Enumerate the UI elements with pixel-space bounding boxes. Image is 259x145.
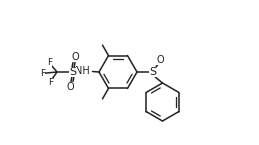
Text: O: O (67, 82, 74, 92)
Text: O: O (72, 52, 79, 62)
Text: F: F (47, 58, 52, 67)
Text: S: S (149, 67, 156, 77)
Text: S: S (69, 67, 77, 77)
Text: F: F (40, 69, 45, 78)
Text: O: O (156, 55, 164, 65)
Text: F: F (48, 78, 53, 87)
Text: NH: NH (75, 67, 90, 77)
